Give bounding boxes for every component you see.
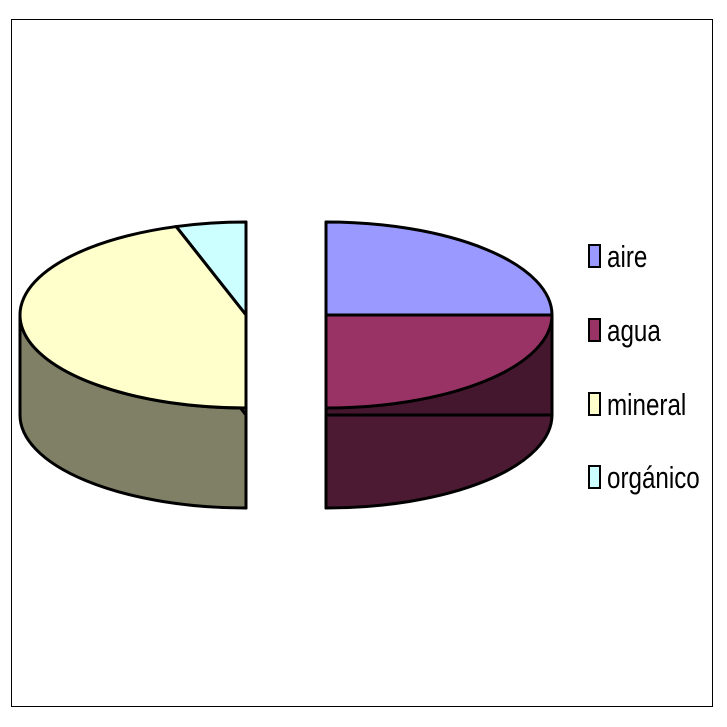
legend-item-aire: aire (588, 238, 659, 274)
legend-item-agua: agua (588, 312, 676, 348)
legend-item-organico: orgánico (588, 459, 726, 495)
slice-top-mineral (18, 225, 248, 410)
legend-label-agua: agua (607, 312, 661, 348)
legend-swatch-organico (588, 465, 601, 489)
slice-mineral (18, 225, 248, 510)
legend-swatch-aire (588, 244, 601, 268)
slice-agua (324, 313, 554, 510)
legend-label-organico: orgánico (607, 459, 700, 495)
legend-swatch-agua (588, 318, 601, 342)
legend-label-mineral: mineral (607, 386, 687, 422)
legend-label-aire: aire (607, 238, 648, 274)
slice-top-aire (324, 220, 554, 317)
legend-swatch-mineral (588, 392, 601, 416)
slice-top-agua (324, 313, 554, 410)
legend-item-mineral: mineral (588, 386, 709, 422)
